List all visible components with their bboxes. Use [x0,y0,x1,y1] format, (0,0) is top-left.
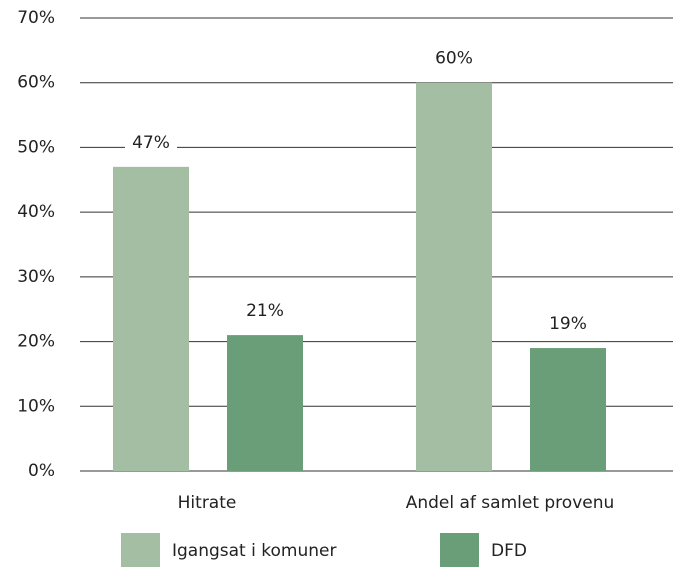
legend-label: Igangsat i komuner [172,541,336,561]
value-label: 47% [132,133,170,153]
label-bg [125,129,177,154]
label-bg [542,311,594,336]
y-tick-label: 40% [17,202,55,222]
value-label: 21% [246,301,284,321]
x-tick-label: Hitrate [178,493,237,513]
label-bg [239,298,291,323]
legend-swatch [440,533,479,567]
bar [227,335,303,471]
y-tick-label: 60% [17,73,55,93]
legend-label: DFD [491,541,527,561]
y-tick-label: 20% [17,332,55,352]
bar [416,82,492,471]
legend-swatch [121,533,160,567]
y-tick-label: 30% [17,267,55,287]
bar [530,348,606,471]
label-bg [428,45,480,70]
value-label: 60% [435,49,473,69]
bar [113,166,189,472]
y-tick-label: 0% [28,461,55,481]
value-label: 19% [549,314,587,334]
y-tick-label: 70% [17,8,55,28]
y-tick-label: 50% [17,137,55,157]
y-tick-label: 10% [17,396,55,416]
x-tick-label: Andel af samlet provenu [406,493,615,513]
